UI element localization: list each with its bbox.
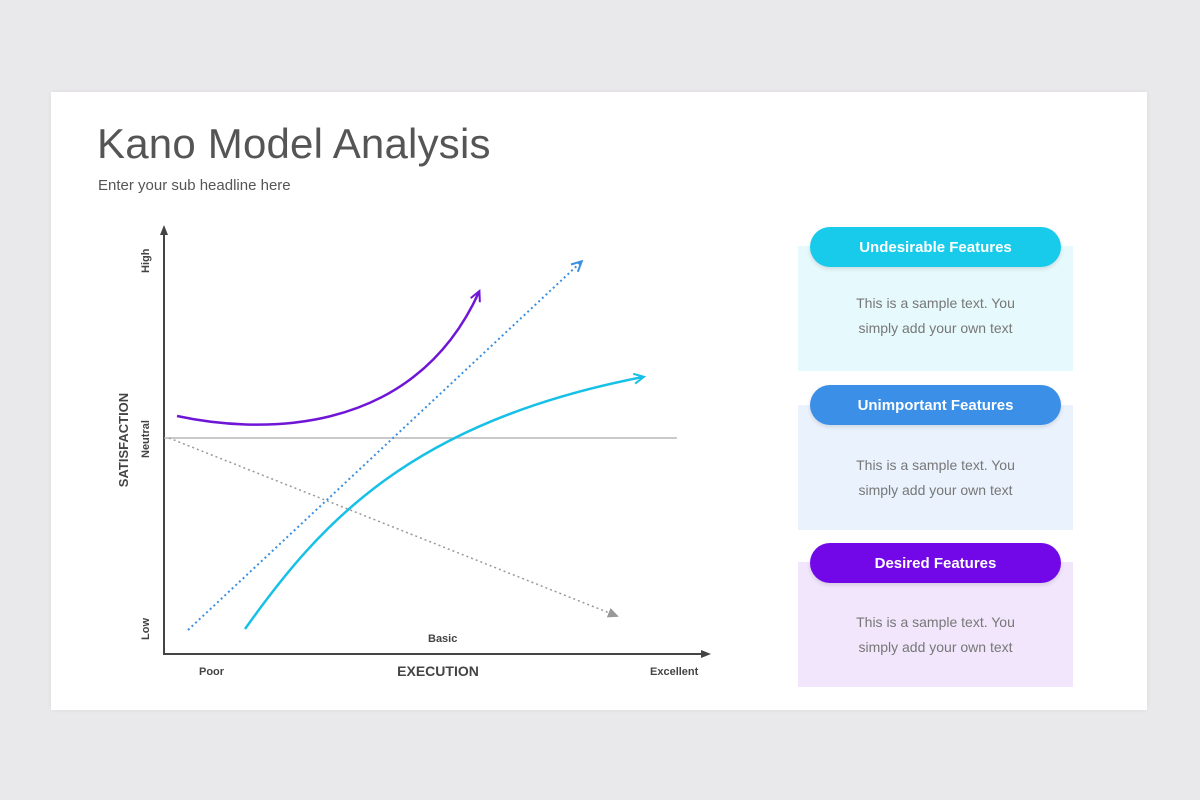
card-unimportant-text: This is a sample text. You simply add yo… (856, 457, 1015, 498)
y-axis-neutral-label: Neutral (140, 420, 152, 458)
card-desired-text: This is a sample text. You simply add yo… (856, 614, 1015, 655)
cyan-curve (243, 372, 647, 630)
card-undesirable-text: This is a sample text. You simply add yo… (856, 295, 1015, 336)
gray-dotted-line (168, 437, 619, 618)
basic-label: Basic (428, 633, 457, 645)
y-axis-low-label: Low (140, 618, 152, 640)
card-unimportant-title: Unimportant Features (810, 385, 1061, 425)
kano-diagram: High Neutral Low SATISFACTION Poor EXECU… (116, 225, 711, 679)
blue-dotted-line (187, 259, 584, 631)
x-axis-excellent-label: Excellent (650, 666, 699, 678)
card-unimportant-bg (798, 405, 1073, 530)
card-undesirable-title: Undesirable Features (810, 227, 1061, 267)
y-axis-title: SATISFACTION (116, 393, 131, 487)
y-axis-high-label: High (140, 248, 152, 273)
page-title: Kano Model Analysis (97, 120, 491, 167)
page-subtitle: Enter your sub headline here (98, 177, 291, 194)
card-desired-title: Desired Features (810, 543, 1061, 583)
x-axis-title: EXECUTION (397, 663, 479, 679)
purple-curve (176, 289, 481, 426)
slide: Kano Model Analysis Enter your sub headl… (51, 92, 1147, 710)
x-axis-poor-label: Poor (199, 666, 225, 678)
